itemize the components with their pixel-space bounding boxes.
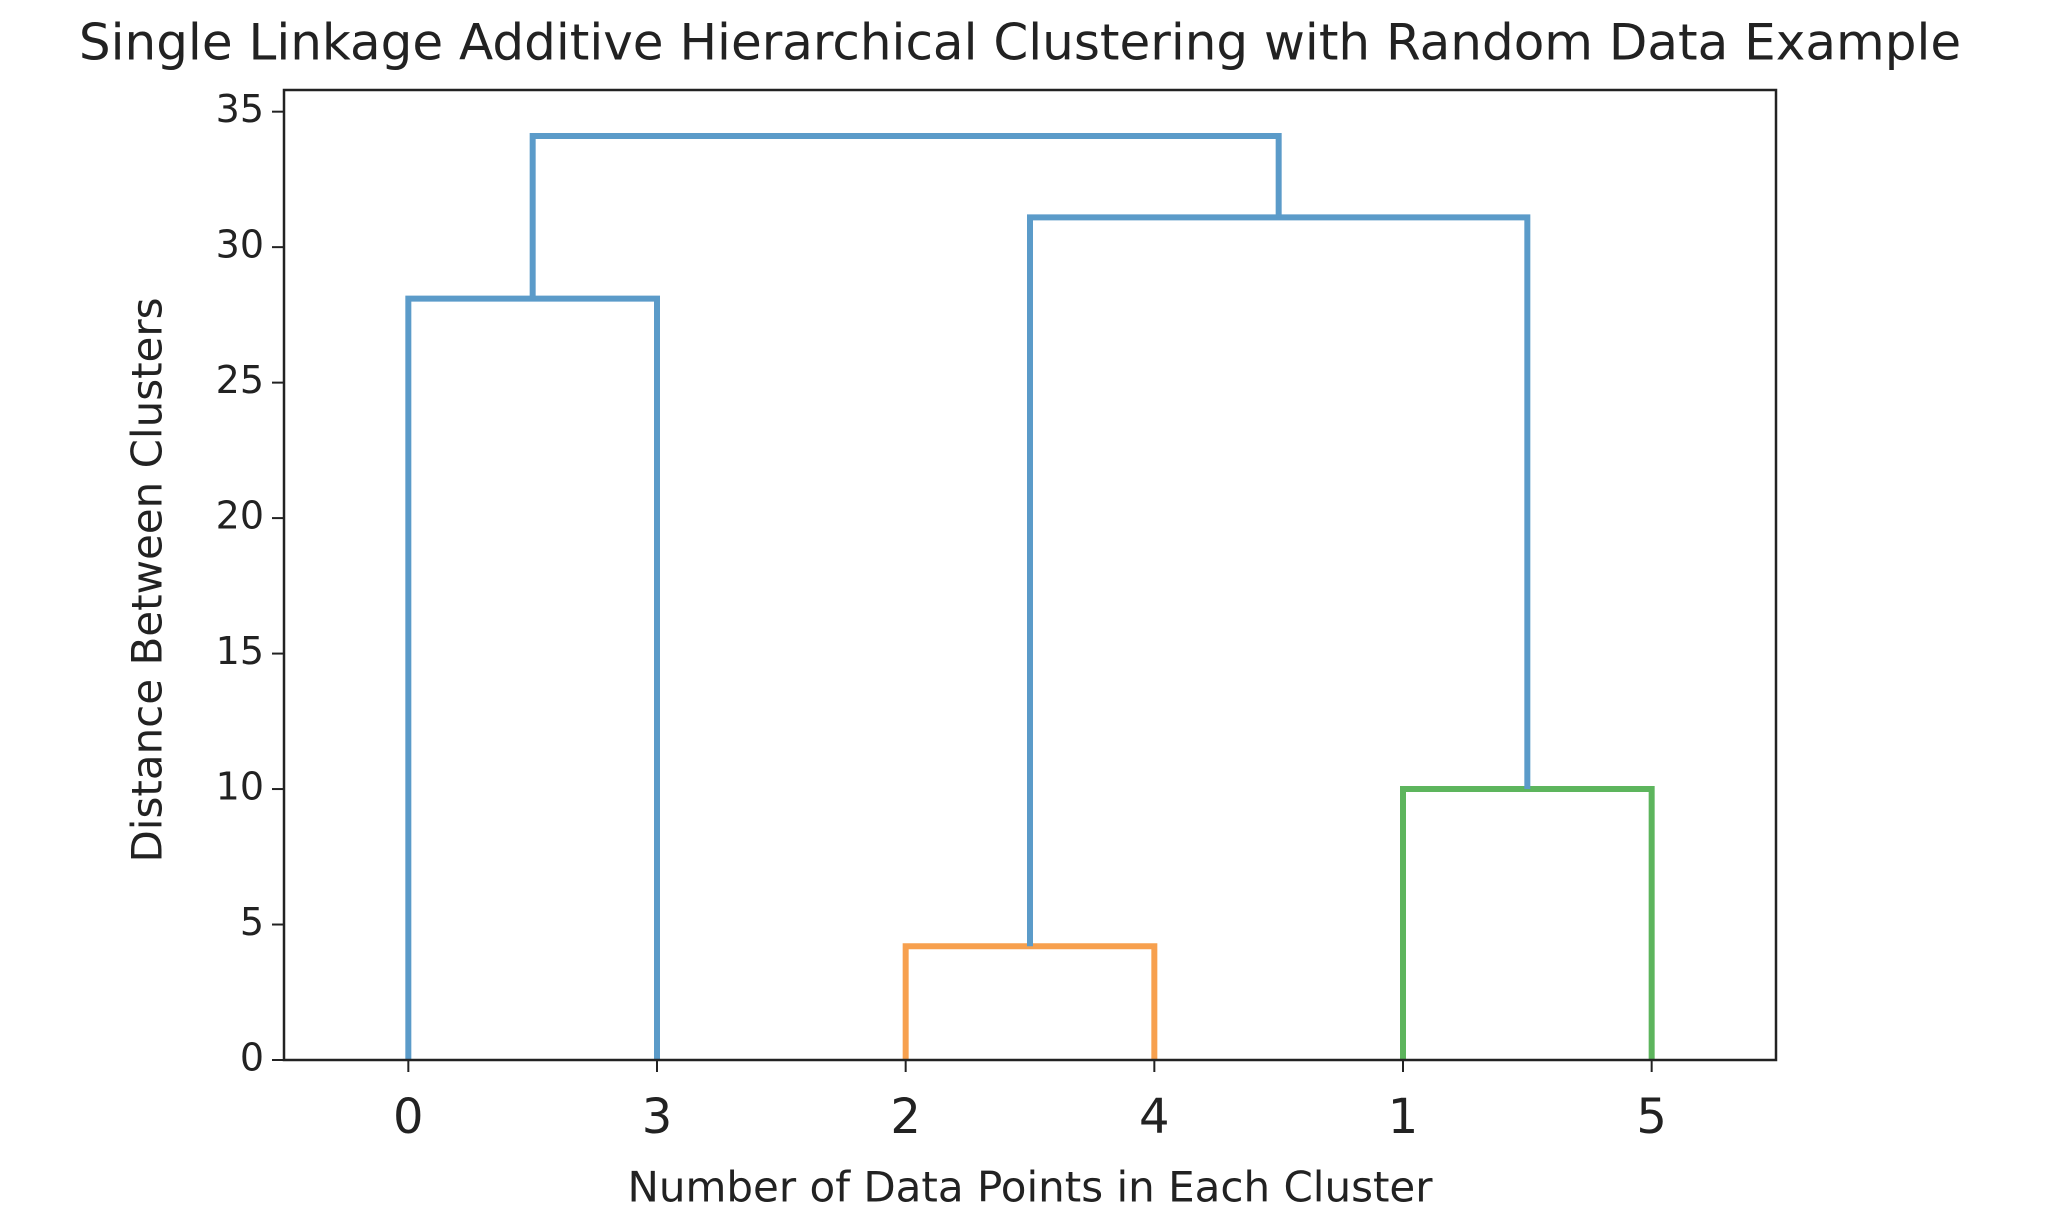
y-tick-label: 15 bbox=[216, 629, 264, 673]
dendrogram-link bbox=[405, 295, 660, 1060]
x-tick-label: 4 bbox=[1139, 1089, 1170, 1145]
plot-frame bbox=[282, 88, 1778, 1062]
x-tick-label: 0 bbox=[393, 1089, 424, 1145]
x-axis-label: Number of Data Points in Each Cluster bbox=[627, 1163, 1433, 1212]
dendrogram-link bbox=[1027, 214, 1531, 947]
y-tick-label: 30 bbox=[216, 223, 264, 267]
y-tick-label: 10 bbox=[216, 765, 264, 809]
x-tick-label: 1 bbox=[1388, 1089, 1419, 1145]
dendrogram-link bbox=[902, 943, 1158, 1060]
chart-title: Single Linkage Additive Hierarchical Clu… bbox=[79, 14, 1961, 72]
y-tick-label: 5 bbox=[240, 900, 264, 944]
dendrogram-link bbox=[529, 133, 1282, 299]
dendrogram-link bbox=[1400, 786, 1655, 1060]
y-tick-label: 35 bbox=[216, 87, 264, 131]
x-tick-label: 5 bbox=[1636, 1089, 1667, 1145]
y-tick-label: 25 bbox=[216, 358, 264, 402]
y-tick-label: 0 bbox=[240, 1036, 264, 1080]
x-tick-label: 3 bbox=[642, 1089, 673, 1145]
x-tick-label: 2 bbox=[890, 1089, 921, 1145]
y-axis-label: Distance Between Clusters bbox=[123, 297, 172, 862]
y-tick-label: 20 bbox=[216, 494, 264, 538]
